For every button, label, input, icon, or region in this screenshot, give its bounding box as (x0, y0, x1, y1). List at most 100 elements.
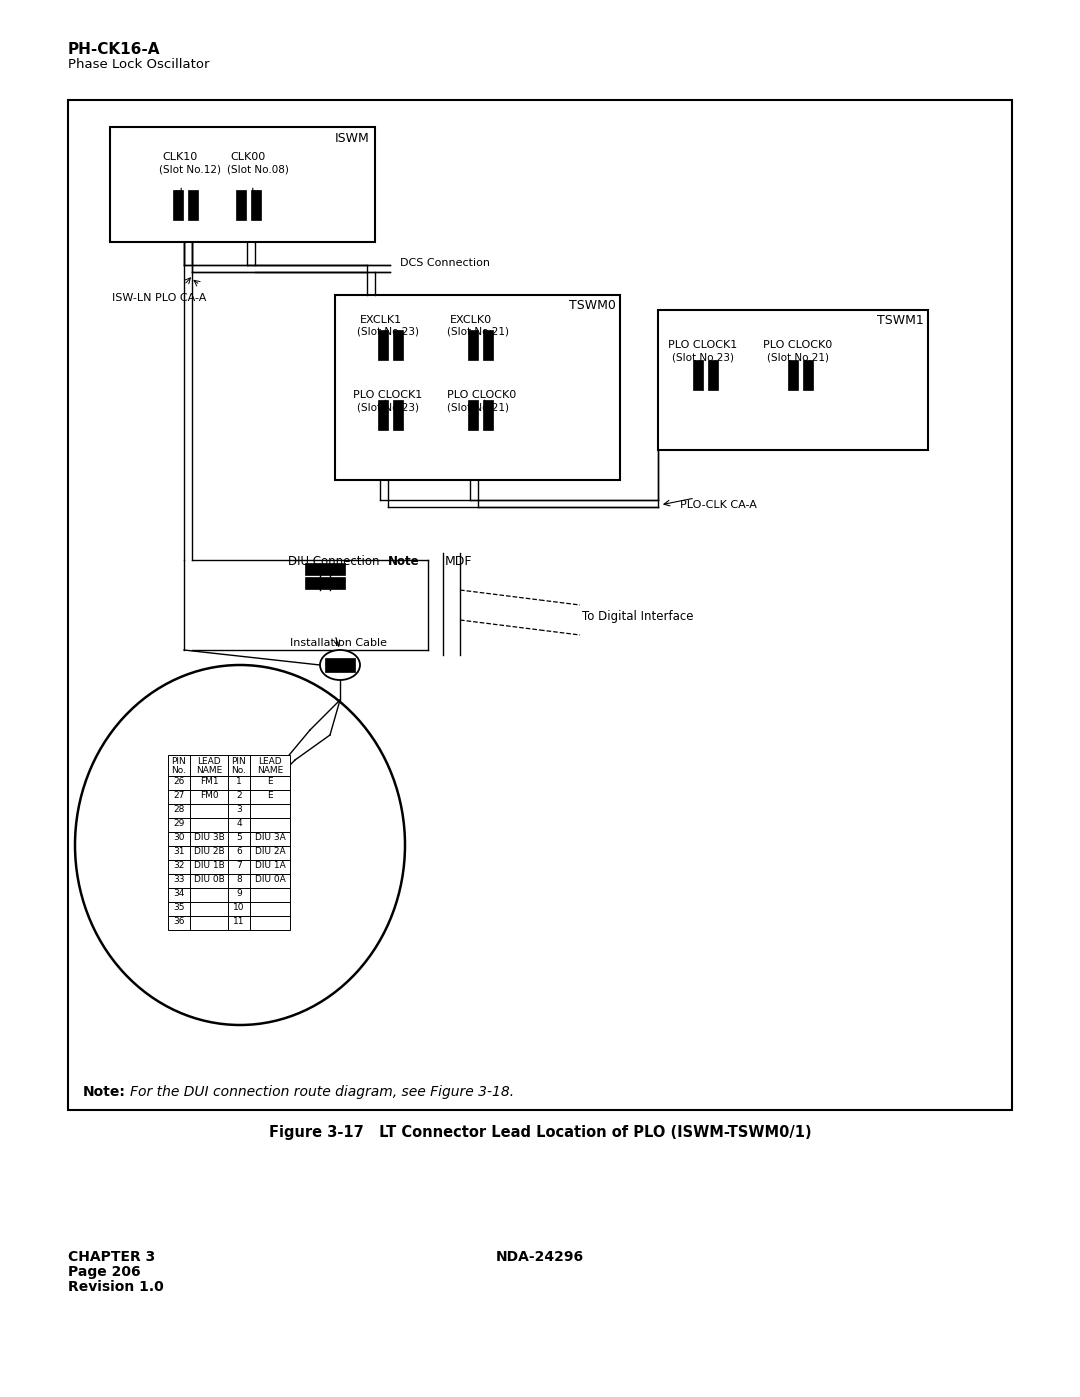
Text: EXCLK0: EXCLK0 (450, 314, 492, 326)
Text: 6: 6 (237, 847, 242, 856)
Text: DIU 0B: DIU 0B (193, 875, 225, 884)
Text: PH-CK16-A: PH-CK16-A (68, 42, 161, 57)
Text: PIN: PIN (231, 757, 246, 766)
Text: 33: 33 (173, 875, 185, 884)
Text: 8: 8 (237, 875, 242, 884)
Text: PLO CLOCK0: PLO CLOCK0 (447, 390, 516, 400)
Text: 3: 3 (237, 805, 242, 814)
Text: 5: 5 (237, 833, 242, 842)
Bar (392, 330, 403, 360)
Text: 27: 27 (173, 791, 185, 800)
Text: 9: 9 (237, 888, 242, 898)
Text: 35: 35 (173, 902, 185, 912)
Text: LEAD: LEAD (258, 757, 282, 766)
Text: CLK10: CLK10 (162, 152, 198, 162)
Bar (110, 127, 375, 242)
Text: FM0: FM0 (200, 791, 218, 800)
Bar (188, 190, 198, 219)
Text: NAME: NAME (195, 766, 222, 775)
Bar (251, 190, 260, 219)
Text: E: E (267, 791, 273, 800)
Text: (Slot No.21): (Slot No.21) (447, 402, 509, 412)
Bar (802, 360, 812, 390)
Text: 26: 26 (173, 777, 185, 787)
Bar (468, 400, 477, 430)
Text: NAME: NAME (257, 766, 283, 775)
Bar (168, 916, 291, 930)
Text: Phase Lock Oscillator: Phase Lock Oscillator (68, 59, 210, 71)
Bar (305, 577, 345, 590)
Text: PLO CLOCK0: PLO CLOCK0 (762, 339, 833, 351)
Bar (378, 330, 388, 360)
Text: No.: No. (172, 766, 187, 775)
Text: DIU 2B: DIU 2B (193, 847, 225, 856)
Text: Note: Note (388, 555, 420, 569)
Text: DIU Connection: DIU Connection (288, 555, 383, 569)
Text: CHAPTER 3: CHAPTER 3 (68, 1250, 156, 1264)
Bar (173, 190, 183, 219)
Text: (Slot No.21): (Slot No.21) (767, 352, 829, 362)
Text: FM1: FM1 (200, 777, 218, 787)
Bar (658, 310, 928, 450)
Bar (168, 819, 291, 833)
Text: TSWM1: TSWM1 (877, 314, 924, 327)
Text: 10: 10 (233, 902, 245, 912)
Text: Page 206: Page 206 (68, 1266, 140, 1280)
Bar (378, 400, 388, 430)
Bar (168, 875, 291, 888)
Text: DIU 1B: DIU 1B (193, 861, 225, 870)
Text: 4: 4 (237, 819, 242, 828)
Text: (Slot No.23): (Slot No.23) (357, 402, 419, 412)
Text: 11: 11 (233, 916, 245, 926)
Text: Figure 3-17   LT Connector Lead Location of PLO (ISWM-TSWM0/1): Figure 3-17 LT Connector Lead Location o… (269, 1125, 811, 1140)
Bar (305, 563, 345, 576)
Text: PLO CLOCK1: PLO CLOCK1 (353, 390, 422, 400)
Text: (Slot No.21): (Slot No.21) (447, 326, 509, 337)
Text: TSWM0: TSWM0 (569, 299, 616, 312)
Bar (168, 775, 291, 789)
Text: 2: 2 (237, 791, 242, 800)
Text: DIU 1A: DIU 1A (255, 861, 285, 870)
Text: 7: 7 (237, 861, 242, 870)
Bar (325, 658, 355, 672)
Bar (168, 754, 291, 775)
Text: 28: 28 (173, 805, 185, 814)
Text: 34: 34 (173, 888, 185, 898)
Bar (68, 101, 1012, 1111)
Text: 30: 30 (173, 833, 185, 842)
Text: ISWM: ISWM (335, 131, 370, 145)
Bar (168, 888, 291, 902)
Bar (468, 330, 477, 360)
Text: 1: 1 (237, 777, 242, 787)
Text: Note:: Note: (83, 1085, 126, 1099)
Bar (168, 902, 291, 916)
Text: No.: No. (231, 766, 246, 775)
Text: LEAD: LEAD (198, 757, 220, 766)
Text: DIU 3A: DIU 3A (255, 833, 285, 842)
Text: DIU 3B: DIU 3B (193, 833, 225, 842)
Bar (483, 330, 492, 360)
Bar (483, 400, 492, 430)
Text: ISW-LN PLO CA-A: ISW-LN PLO CA-A (112, 293, 206, 303)
Text: NDA-24296: NDA-24296 (496, 1250, 584, 1264)
Text: 32: 32 (173, 861, 185, 870)
Ellipse shape (320, 650, 360, 680)
Text: E: E (267, 777, 273, 787)
Text: PLO-CLK CA-A: PLO-CLK CA-A (680, 500, 757, 510)
Text: (Slot No.08): (Slot No.08) (227, 163, 288, 175)
Text: Revision 1.0: Revision 1.0 (68, 1280, 164, 1294)
Bar (168, 789, 291, 805)
Bar (168, 861, 291, 875)
Text: (Slot No.12): (Slot No.12) (159, 163, 221, 175)
Bar (235, 190, 245, 219)
Text: (Slot No.23): (Slot No.23) (357, 326, 419, 337)
Text: 36: 36 (173, 916, 185, 926)
Text: PLO CLOCK1: PLO CLOCK1 (669, 339, 738, 351)
Text: DIU 2A: DIU 2A (255, 847, 285, 856)
Text: To Digital Interface: To Digital Interface (582, 610, 693, 623)
Bar (787, 360, 797, 390)
Bar (168, 805, 291, 819)
Text: MDF: MDF (445, 555, 473, 569)
Text: 31: 31 (173, 847, 185, 856)
Bar (392, 400, 403, 430)
